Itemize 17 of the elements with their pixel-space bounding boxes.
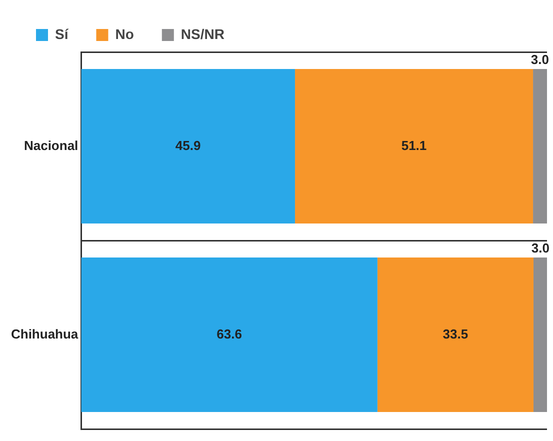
bar	[81, 68, 295, 224]
y-tick-label: Chihuahua	[10, 326, 79, 342]
data-label: 45.9	[175, 138, 201, 153]
bar	[533, 257, 547, 412]
legend-label: No	[115, 26, 134, 42]
data-label: 63.6	[216, 326, 242, 342]
data-label: 33.5	[442, 326, 468, 342]
legend-label: Sí	[55, 26, 70, 42]
bar	[81, 257, 378, 412]
y-tick-label: Nacional	[24, 138, 78, 153]
bar	[377, 257, 534, 412]
data-label: 3.0	[530, 52, 549, 68]
legend-label: NS/NR	[180, 26, 224, 42]
bar	[533, 68, 547, 224]
bar	[294, 68, 534, 224]
data-label: 3.0	[531, 240, 550, 256]
data-label: 51.1	[401, 138, 427, 153]
